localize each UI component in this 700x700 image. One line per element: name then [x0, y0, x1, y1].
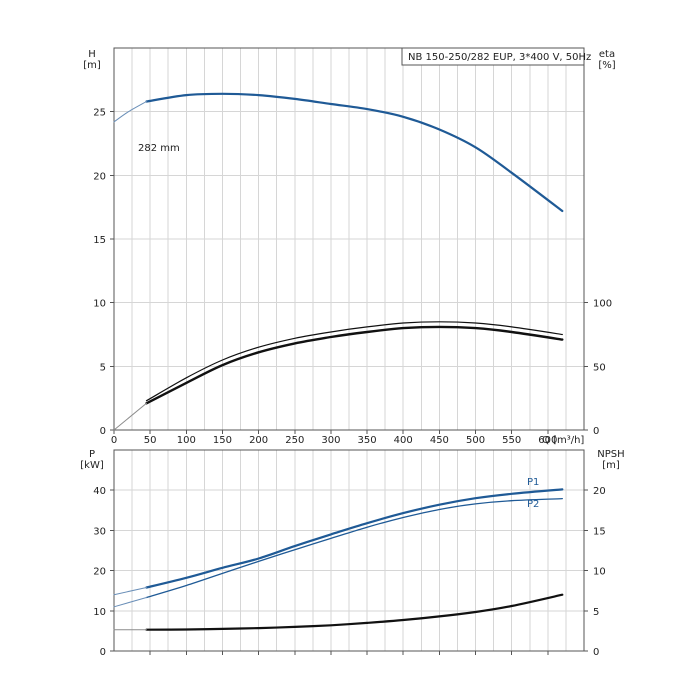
bottom-series: [113, 488, 564, 631]
p1-series-label: P1: [527, 477, 539, 488]
x-tick-label: 450: [430, 435, 449, 446]
bottom-y-right-tick-label: 5: [593, 607, 599, 618]
top-y-left-tick-label: 15: [93, 235, 106, 246]
bottom-y-left-tick-label: 30: [93, 526, 106, 537]
top-y-right-tick-label: 0: [593, 426, 599, 437]
x-tick-label: 350: [358, 435, 377, 446]
x-tick-label: 600: [538, 435, 557, 446]
bottom-y-right-tick-label: 15: [593, 526, 606, 537]
top-y-left-tick-label: 25: [93, 108, 106, 119]
bottom-plot-frame: [113, 449, 585, 652]
power-npsh-panel: 0 10 20 30 40 0 5 10 15 20 P [kW] NPSH [m] P1 P2: [80, 449, 624, 658]
efficiency-extension-curve: [113, 402, 147, 431]
efficiency-curve: [145, 325, 564, 405]
x-tick-label: 250: [285, 435, 304, 446]
bottom-y-right-tick-label: 0: [593, 647, 599, 658]
bottom-y-left-label: P: [89, 449, 95, 460]
bottom-y-right-tick-label: 10: [593, 567, 606, 578]
x-axis-label: Q [m³/h]: [542, 435, 584, 446]
top-y-right-tick-label: 50: [593, 362, 606, 373]
top-y-right-label: eta: [599, 49, 615, 60]
top-y-left-tick-label: 0: [100, 426, 106, 437]
bottom-y-left-tick-label: 10: [93, 607, 106, 618]
p2-extension-curve: [113, 597, 147, 608]
bottom-y-left-unit: [kW]: [80, 460, 104, 471]
bottom-y-left-tick-label: 0: [100, 647, 106, 658]
impeller-diameter-label: 282 mm: [138, 143, 180, 154]
top-y-left-label: H: [88, 49, 96, 60]
bottom-y-right-unit: [m]: [602, 460, 620, 471]
chart-title: NB 150-250/282 EUP, 3*400 V, 50Hz: [408, 52, 591, 63]
npsh-curve: [145, 593, 564, 631]
top-ticks: 0 50 100 150 200 250 300 350 400 450 500 550 6000510…: [93, 108, 612, 446]
x-tick-label: 300: [321, 435, 340, 446]
bottom-y-right-label: NPSH: [597, 449, 624, 460]
bottom-ticks: 0 10 20 30 40 0 5 10 15 20: [93, 486, 605, 658]
bottom-grid: [114, 450, 584, 651]
head-extension-curve: [113, 101, 147, 123]
bottom-y-left-tick-label: 20: [93, 567, 106, 578]
x-tick-label: 150: [213, 435, 232, 446]
x-tick-label: 200: [249, 435, 268, 446]
p2-power-curve: [145, 497, 563, 599]
top-y-right-unit: [%]: [598, 60, 615, 71]
head-curve: [145, 92, 564, 213]
title-box: [401, 47, 585, 66]
x-tick-label: 550: [502, 435, 521, 446]
x-tick-label: 400: [394, 435, 413, 446]
x-tick-label: 500: [466, 435, 485, 446]
efficiency-outline-curve: [145, 321, 563, 402]
top-y-left-tick-label: 5: [100, 362, 106, 373]
x-tick-label: 100: [177, 435, 196, 446]
top-y-left-tick-label: 20: [93, 171, 106, 182]
top-series: [113, 92, 564, 431]
x-tick-label: 0: [111, 435, 117, 446]
head-efficiency-panel: 0 50 100 150 200 250 300 350 400 450 500 550 6000510…: [83, 47, 616, 446]
x-tick-label: 50: [144, 435, 157, 446]
p1-power-curve: [145, 488, 564, 589]
p1-extension-curve: [113, 587, 147, 596]
bottom-y-left-tick-label: 40: [93, 486, 106, 497]
bottom-y-right-tick-label: 20: [593, 486, 606, 497]
top-y-right-tick-label: 100: [593, 299, 612, 310]
top-y-left-unit: [m]: [83, 60, 101, 71]
top-y-left-tick-label: 10: [93, 299, 106, 310]
p2-series-label: P2: [527, 499, 539, 510]
